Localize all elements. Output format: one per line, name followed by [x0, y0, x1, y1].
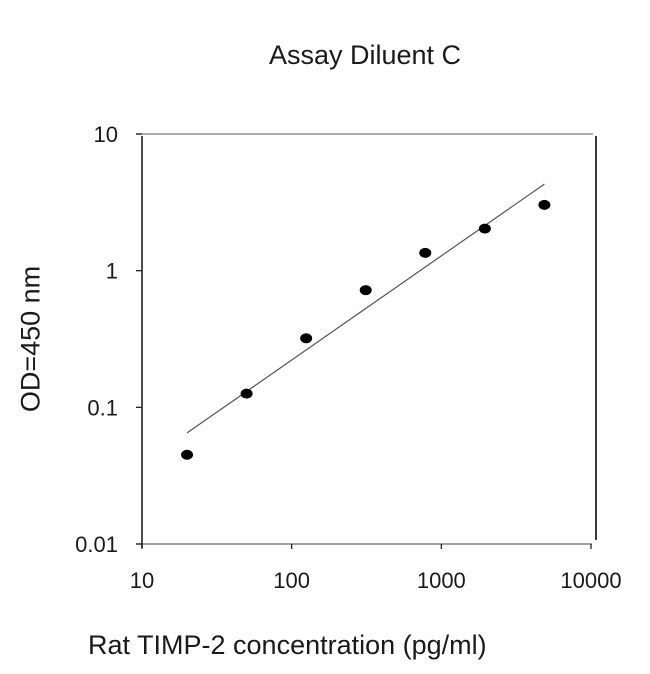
x-tick-label: 10	[130, 568, 154, 593]
x-axis-ticks: 10 100 1000 10000	[130, 544, 622, 593]
axes	[136, 133, 597, 548]
data-point	[359, 285, 372, 296]
data-points	[181, 199, 551, 460]
y-tick-label: 1	[106, 259, 118, 284]
data-point	[300, 333, 313, 344]
x-tick-label: 100	[273, 568, 310, 593]
x-tick-label: 1000	[417, 568, 466, 593]
x-tick-label: 10000	[560, 568, 621, 593]
y-tick-label: 0.01	[75, 532, 118, 557]
data-point	[478, 223, 491, 234]
data-point	[240, 388, 253, 399]
chart-title: Assay Diluent C	[268, 40, 462, 70]
data-point	[538, 199, 551, 210]
y-tick-label: 10	[94, 122, 118, 147]
data-point	[181, 449, 194, 460]
y-tick-label: 0.1	[87, 395, 118, 420]
regression-line	[186, 183, 545, 434]
y-axis-ticks: 0.01 0.1 1 10	[75, 122, 142, 557]
x-axis-label: Rat TIMP-2 concentration (pg/ml)	[88, 630, 487, 660]
fit-line	[186, 183, 545, 434]
data-point	[419, 247, 432, 258]
